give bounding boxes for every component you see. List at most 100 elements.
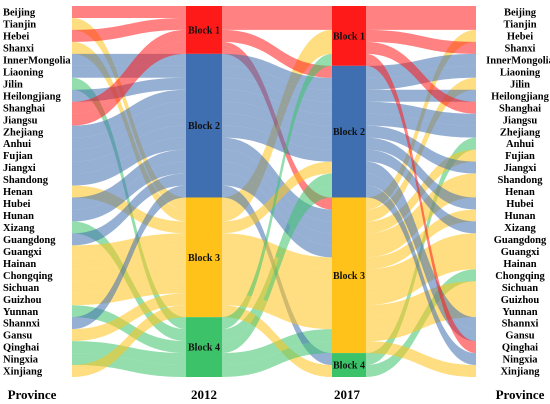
flow-mid-Sichuan: [222, 269, 332, 306]
flow-left-Jiangxi: [72, 125, 186, 174]
flow-mid-Ningxia: [222, 185, 332, 354]
flow-mid-Heilongjiang: [222, 77, 332, 114]
left-label-Xizang: Xizang: [3, 223, 35, 234]
bar-2017-block-1: [332, 6, 366, 66]
left-label-Fujian: Fujian: [3, 151, 33, 162]
left-label-Hubei: Hubei: [3, 199, 31, 210]
label-2017-block-4: Block 4: [333, 361, 365, 372]
flow-left-Hubei: [72, 149, 186, 210]
right-label-Gansu: Gansu: [505, 331, 534, 342]
flow-right-Zhejiang: [366, 113, 476, 138]
right-label-Jiangxi: Jiangxi: [504, 163, 537, 174]
flow-mid-Chongqing: [222, 305, 332, 377]
left-label-Shandong: Shandong: [3, 175, 49, 186]
right-label-Chongqing: Chongqing: [495, 271, 545, 282]
flow-mid-Hubei: [222, 113, 332, 150]
axis-label-2017: 2017: [334, 387, 361, 402]
right-label-Heilongjiang: Heilongjiang: [491, 91, 550, 102]
right-label-Jiangsu: Jiangsu: [503, 115, 538, 126]
flow-mid-Shannxi: [222, 125, 332, 162]
flow-mid-InnerMongolia: [222, 53, 332, 90]
left-label-Hainan: Hainan: [3, 259, 36, 270]
flow-right-Gansu: [366, 173, 476, 342]
flow-mid-Xinjiang: [222, 293, 332, 330]
flow-mid-Beijing: [222, 6, 332, 18]
right-label-Beijing: Beijing: [504, 8, 537, 19]
flow-right-Tianjin: [366, 17, 476, 30]
right-label-Xinjiang: Xinjiang: [500, 367, 540, 378]
right-label-Anhui: Anhui: [506, 139, 534, 150]
right-province-labels: BeijingTianjinHebeiShanxiInnerMongoliaLi…: [486, 8, 550, 378]
flow-right-InnerMongolia: [366, 53, 476, 78]
right-label-Hebei: Hebei: [507, 32, 533, 43]
label-2012-block-3: Block 3: [188, 253, 220, 264]
flow-left-Guangxi: [72, 233, 186, 258]
label-2012-block-2: Block 2: [188, 121, 220, 132]
flow-left-Jiangsu: [72, 41, 186, 126]
flow-right-Xinjiang: [366, 341, 476, 377]
flow-right-Beijing: [366, 6, 476, 18]
left-label-Sichuan: Sichuan: [3, 283, 39, 294]
flow-mid-Zhejiang: [222, 89, 332, 126]
right-label-Shannxi: Shannxi: [502, 319, 539, 330]
flow-left-Guangdong: [72, 173, 186, 246]
flow-left-Shanghai: [72, 29, 186, 114]
flow-left-Hebei: [72, 17, 186, 42]
flow-left-Hunan: [72, 161, 186, 222]
left-label-Ningxia: Ningxia: [3, 355, 39, 366]
bar-2017-block-3: [332, 197, 366, 354]
right-label-Tianjin: Tianjin: [503, 20, 536, 31]
right-axis-label: Province: [496, 387, 545, 402]
flow-mid-Yunnan: [222, 341, 332, 377]
left-label-Beijing: Beijing: [3, 8, 36, 19]
flow-mid-Shanghai: [222, 17, 332, 30]
right-label-Hainan: Hainan: [503, 259, 536, 270]
left-label-Guangxi: Guangxi: [3, 247, 42, 258]
left-label-Hunan: Hunan: [3, 211, 34, 222]
flow-left-Sichuan: [72, 269, 186, 294]
flow-left-Beijing: [72, 6, 186, 18]
right-label-Hubei: Hubei: [506, 199, 534, 210]
bar-2017-block-2: [332, 65, 366, 198]
left-label-Gansu: Gansu: [3, 331, 32, 342]
flow-mid-Qinghai: [222, 53, 332, 330]
flows: [72, 6, 476, 377]
flow-right-Sichuan: [366, 281, 476, 318]
label-2017-block-2: Block 2: [333, 127, 365, 138]
block-bars: Block 1 Block 2 Block 3 Block 4 Block 1 Block…: [186, 6, 366, 377]
right-label-Guangxi: Guangxi: [501, 247, 540, 258]
right-label-Shanxi: Shanxi: [505, 43, 536, 54]
left-label-Henan: Henan: [3, 187, 33, 198]
flow-right-Jiangxi: [366, 125, 476, 174]
label-2012-block-4: Block 4: [188, 343, 220, 354]
flow-left-Shandong: [72, 137, 186, 186]
flow-right-Xizang: [366, 149, 476, 234]
left-label-InnerMongolia: InnerMongolia: [3, 55, 71, 66]
bar-2012-block-2: [186, 53, 222, 198]
right-label-Jilin: Jilin: [510, 79, 530, 90]
flow-left-Yunnan: [72, 305, 186, 354]
right-label-Shanghai: Shanghai: [499, 103, 541, 114]
flow-mid-Jiangxi: [222, 101, 332, 138]
bar-2012-block-4: [186, 317, 222, 377]
right-label-InnerMongolia: InnerMongolia: [486, 55, 550, 66]
right-label-Sichuan: Sichuan: [502, 283, 538, 294]
bar-2012-block-1: [186, 6, 222, 54]
right-label-Zhejiang: Zhejiang: [500, 127, 541, 138]
right-label-Henan: Henan: [505, 187, 535, 198]
left-axis-label: Province: [8, 387, 57, 402]
flow-right-Shanghai: [366, 41, 476, 114]
left-label-Jiangxi: Jiangxi: [3, 163, 36, 174]
flow-right-Ningxia: [366, 185, 476, 366]
left-label-Jiangsu: Jiangsu: [3, 115, 38, 126]
flow-mid-Guangdong: [222, 173, 332, 258]
left-label-Shanxi: Shanxi: [3, 43, 34, 54]
label-2017-block-1: Block 1: [333, 31, 365, 42]
bar-2017-block-4: [332, 353, 366, 377]
right-label-Liaoning: Liaoning: [500, 67, 541, 78]
left-label-Tianjin: Tianjin: [3, 20, 36, 31]
flow-mid-Jiangsu: [222, 29, 332, 78]
flow-left-Guizhou: [72, 281, 186, 306]
flow-right-Guangxi: [366, 245, 476, 294]
